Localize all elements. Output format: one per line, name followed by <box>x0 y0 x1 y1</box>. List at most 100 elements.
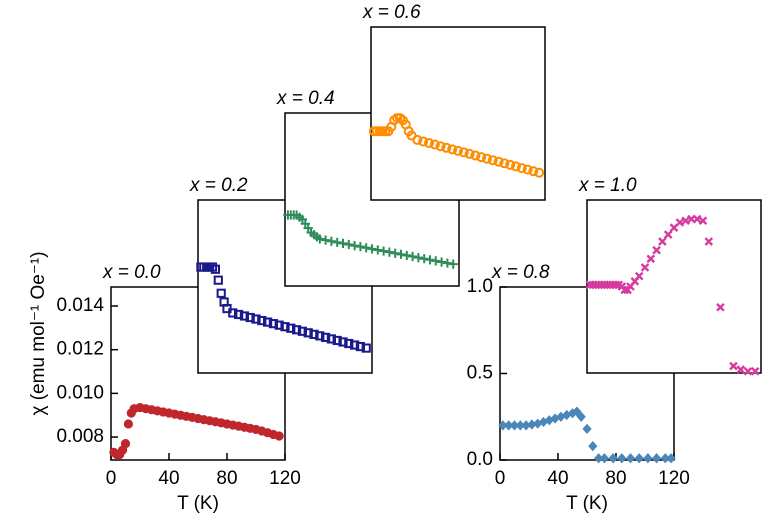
data-point <box>567 408 578 419</box>
data-point <box>344 338 354 349</box>
data-point <box>303 328 313 338</box>
data-point <box>120 439 131 449</box>
data-point <box>646 254 656 264</box>
data-point <box>617 453 627 464</box>
y-axis-label: χ (emu mol⁻¹ Oe⁻¹) <box>28 251 49 415</box>
data-point <box>355 341 365 352</box>
y-tick-label: 0.014 <box>56 295 104 316</box>
panel-title: x = 0.8 <box>491 262 550 283</box>
data-point <box>487 155 498 166</box>
y-tick-label: 0.0 <box>467 449 493 470</box>
data-point <box>599 453 609 464</box>
data-point <box>511 161 521 172</box>
data-point <box>675 218 685 227</box>
y-tick-label: 0.010 <box>56 382 104 403</box>
data-point <box>528 166 539 177</box>
data-point <box>652 453 662 464</box>
data-point <box>729 361 738 371</box>
data-point <box>716 302 725 312</box>
data-point <box>522 164 533 175</box>
data-point <box>350 240 360 251</box>
data-point <box>297 326 307 336</box>
data-point <box>441 142 452 153</box>
data-point <box>588 441 598 452</box>
x-axis-label: T (K) <box>177 493 219 514</box>
x-axis-label: T (K) <box>566 493 608 514</box>
data-point <box>498 420 508 431</box>
data-point <box>544 415 554 426</box>
data-point <box>447 144 458 155</box>
data-point <box>431 256 441 266</box>
data-point <box>332 237 342 247</box>
y-tick-label: 1.0 <box>467 276 493 297</box>
data-point <box>268 319 278 329</box>
data-point <box>666 453 676 464</box>
data-point <box>367 244 377 254</box>
data-point <box>251 314 261 324</box>
data-point <box>464 148 475 159</box>
data-point <box>442 258 452 268</box>
x-tick-label: 120 <box>658 468 690 489</box>
data-point <box>750 366 760 376</box>
data-point <box>274 320 284 330</box>
data-point <box>504 420 514 431</box>
data-point <box>390 248 400 258</box>
data-point <box>509 420 520 431</box>
data-point <box>660 453 670 464</box>
data-point <box>698 216 708 226</box>
data-point <box>515 420 525 431</box>
data-point <box>419 254 429 264</box>
data-point <box>521 420 531 431</box>
data-point <box>213 275 223 285</box>
panel-title: x = 0.4 <box>276 88 335 109</box>
panel-title: x = 1.0 <box>578 175 637 196</box>
y-tick-label: 0.008 <box>56 426 104 447</box>
data-point <box>338 337 348 347</box>
data-point <box>239 311 250 321</box>
data-point <box>681 216 690 226</box>
data-point <box>704 237 714 246</box>
data-point <box>499 158 510 169</box>
data-point <box>412 134 423 145</box>
data-point <box>429 139 440 150</box>
data-point <box>620 285 629 295</box>
data-point <box>286 323 296 333</box>
data-point <box>743 366 753 376</box>
data-point <box>361 343 371 353</box>
data-point <box>458 147 469 158</box>
data-point <box>373 245 383 255</box>
data-point <box>315 331 325 341</box>
data-point <box>321 332 331 342</box>
data-point <box>611 280 621 290</box>
data-point <box>634 271 644 281</box>
y-tick-label: 0.012 <box>56 339 104 360</box>
x-tick-label: 120 <box>269 468 301 489</box>
panel-title: x = 0.6 <box>362 2 421 23</box>
data-point <box>572 406 582 417</box>
x-tick-label: 80 <box>605 468 626 489</box>
data-point <box>396 249 406 259</box>
data-point <box>470 150 481 161</box>
data-point <box>576 411 586 422</box>
data-point <box>736 365 745 374</box>
data-point <box>210 264 221 274</box>
data-point <box>280 322 290 332</box>
data-point <box>379 246 389 256</box>
data-point <box>245 312 255 323</box>
data-point <box>534 167 545 178</box>
data-point <box>350 340 360 350</box>
data-point <box>594 453 604 464</box>
data-point <box>527 419 537 430</box>
data-point <box>435 141 446 152</box>
data-point <box>361 243 371 253</box>
data-point <box>437 257 447 267</box>
data-point <box>634 453 644 464</box>
data-point <box>413 253 423 263</box>
data-point <box>344 239 354 250</box>
data-point <box>315 234 325 244</box>
data-point <box>216 288 226 298</box>
data-point <box>425 255 435 265</box>
data-point <box>338 238 348 249</box>
data-point <box>582 423 592 434</box>
